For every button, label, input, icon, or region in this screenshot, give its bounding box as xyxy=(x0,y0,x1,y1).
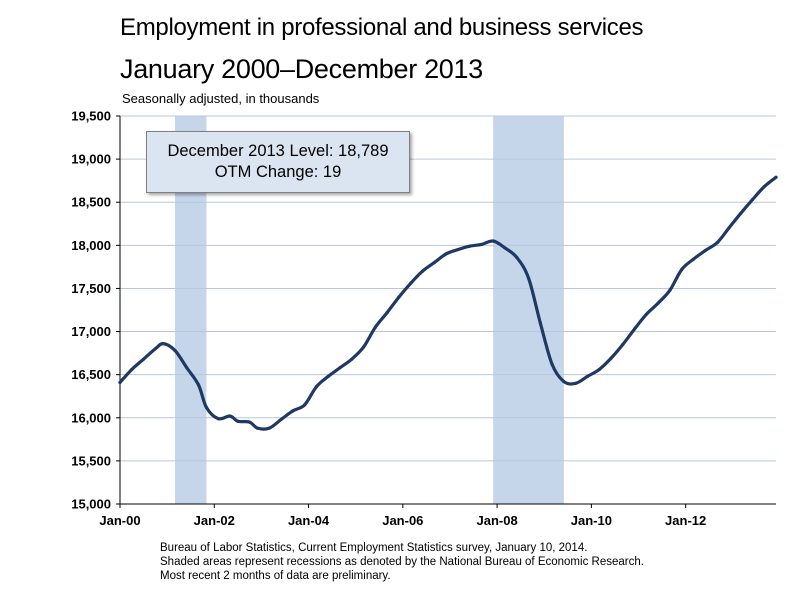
y-tick-label: 15,500 xyxy=(71,453,111,468)
source-note: Bureau of Labor Statistics, Current Empl… xyxy=(160,542,588,554)
data-point xyxy=(432,260,436,265)
data-point xyxy=(609,356,613,360)
data-point xyxy=(228,414,232,418)
data-point xyxy=(161,342,165,346)
data-point xyxy=(130,367,134,372)
chart-subtitle: Seasonally adjusted, in thousands xyxy=(122,91,320,106)
axes xyxy=(119,116,776,505)
data-point xyxy=(141,357,146,361)
data-point xyxy=(291,409,295,413)
data-point xyxy=(715,241,719,245)
data-point xyxy=(153,347,157,351)
data-point xyxy=(550,362,554,366)
y-axis-tick-labels: 15,000 15,500 16,000 16,500 17,000 17,500 18,0… xyxy=(71,109,111,512)
data-point xyxy=(680,267,684,272)
level-annotation-box: December 2013 Level: 18,789 OTM Change: … xyxy=(146,131,410,193)
preliminary-note: Most recent 2 months of data are prelimi… xyxy=(160,570,391,582)
data-point xyxy=(350,357,354,361)
y-tick-label: 18,000 xyxy=(71,238,111,253)
data-point xyxy=(303,403,307,407)
data-point xyxy=(409,281,413,285)
series-layer xyxy=(118,175,778,431)
data-point xyxy=(216,417,220,421)
data-point xyxy=(644,312,648,316)
data-point xyxy=(204,405,209,410)
data-point xyxy=(385,310,389,315)
data-point xyxy=(621,342,625,347)
y-tick-label: 17,000 xyxy=(71,324,111,339)
data-point xyxy=(526,276,531,280)
data-point xyxy=(326,374,330,378)
data-point xyxy=(538,321,542,325)
data-point xyxy=(515,255,519,260)
data-point xyxy=(420,269,425,273)
data-point xyxy=(503,246,507,250)
data-point xyxy=(397,295,401,299)
y-tick-label: 16,500 xyxy=(71,367,111,382)
data-point xyxy=(597,367,601,372)
recession-band-2 xyxy=(493,116,564,504)
data-point xyxy=(267,426,271,430)
x-tick-label: Jan-08 xyxy=(477,513,518,528)
x-axis-tick-labels: Jan-00 Jan-02 Jan-04 Jan-06 Jan-08 Jan-10 Jan-… xyxy=(99,504,706,528)
employment-series-line xyxy=(118,175,778,431)
data-point xyxy=(361,345,366,349)
data-point xyxy=(185,366,189,370)
x-tick-label: Jan-10 xyxy=(571,513,612,528)
data-point xyxy=(118,380,122,385)
data-point xyxy=(574,381,578,385)
data-point xyxy=(279,417,283,422)
x-tick-label: Jan-04 xyxy=(288,513,330,528)
data-point xyxy=(774,175,778,179)
data-point xyxy=(236,419,240,423)
data-point xyxy=(444,252,448,256)
data-point xyxy=(632,327,637,331)
data-point xyxy=(468,244,472,248)
data-point xyxy=(750,198,755,202)
level-annotation-text: December 2013 Level: 18,789 xyxy=(167,142,389,160)
data-point xyxy=(248,420,252,424)
data-point xyxy=(255,426,260,430)
data-point xyxy=(668,288,672,292)
chart-title: Employment in professional and business … xyxy=(120,14,644,41)
y-tick-label: 19,500 xyxy=(71,109,111,124)
data-point xyxy=(491,239,495,243)
y-tick-label: 19,000 xyxy=(71,152,111,167)
data-point xyxy=(196,383,201,387)
y-tick-label: 15,000 xyxy=(71,497,111,512)
data-point xyxy=(762,185,766,189)
x-tick-label: Jan-06 xyxy=(382,513,423,528)
data-point xyxy=(656,301,660,305)
data-point xyxy=(585,374,590,378)
data-point xyxy=(727,226,731,230)
data-point xyxy=(173,348,177,353)
data-point xyxy=(739,211,743,216)
data-point xyxy=(373,325,377,329)
y-tick-label: 16,000 xyxy=(71,410,111,425)
footnotes: Bureau of Labor Statistics, Current Empl… xyxy=(160,541,644,583)
data-point xyxy=(691,257,696,261)
data-point xyxy=(314,385,319,389)
x-tick-label: Jan-00 xyxy=(99,513,140,528)
data-point xyxy=(456,248,460,252)
data-point xyxy=(479,242,483,247)
x-tick-label: Jan-12 xyxy=(665,513,706,528)
data-point xyxy=(562,379,566,384)
recession-note: Shaded areas represent recessions as den… xyxy=(160,556,644,568)
y-tick-label: 17,500 xyxy=(71,281,111,296)
change-annotation-text: OTM Change: 19 xyxy=(214,163,342,181)
data-point xyxy=(338,366,342,370)
data-point xyxy=(703,248,707,253)
x-tick-label: Jan-02 xyxy=(194,513,235,528)
chart-date-range: January 2000–December 2013 xyxy=(120,54,483,84)
y-tick-label: 18,500 xyxy=(71,195,111,210)
